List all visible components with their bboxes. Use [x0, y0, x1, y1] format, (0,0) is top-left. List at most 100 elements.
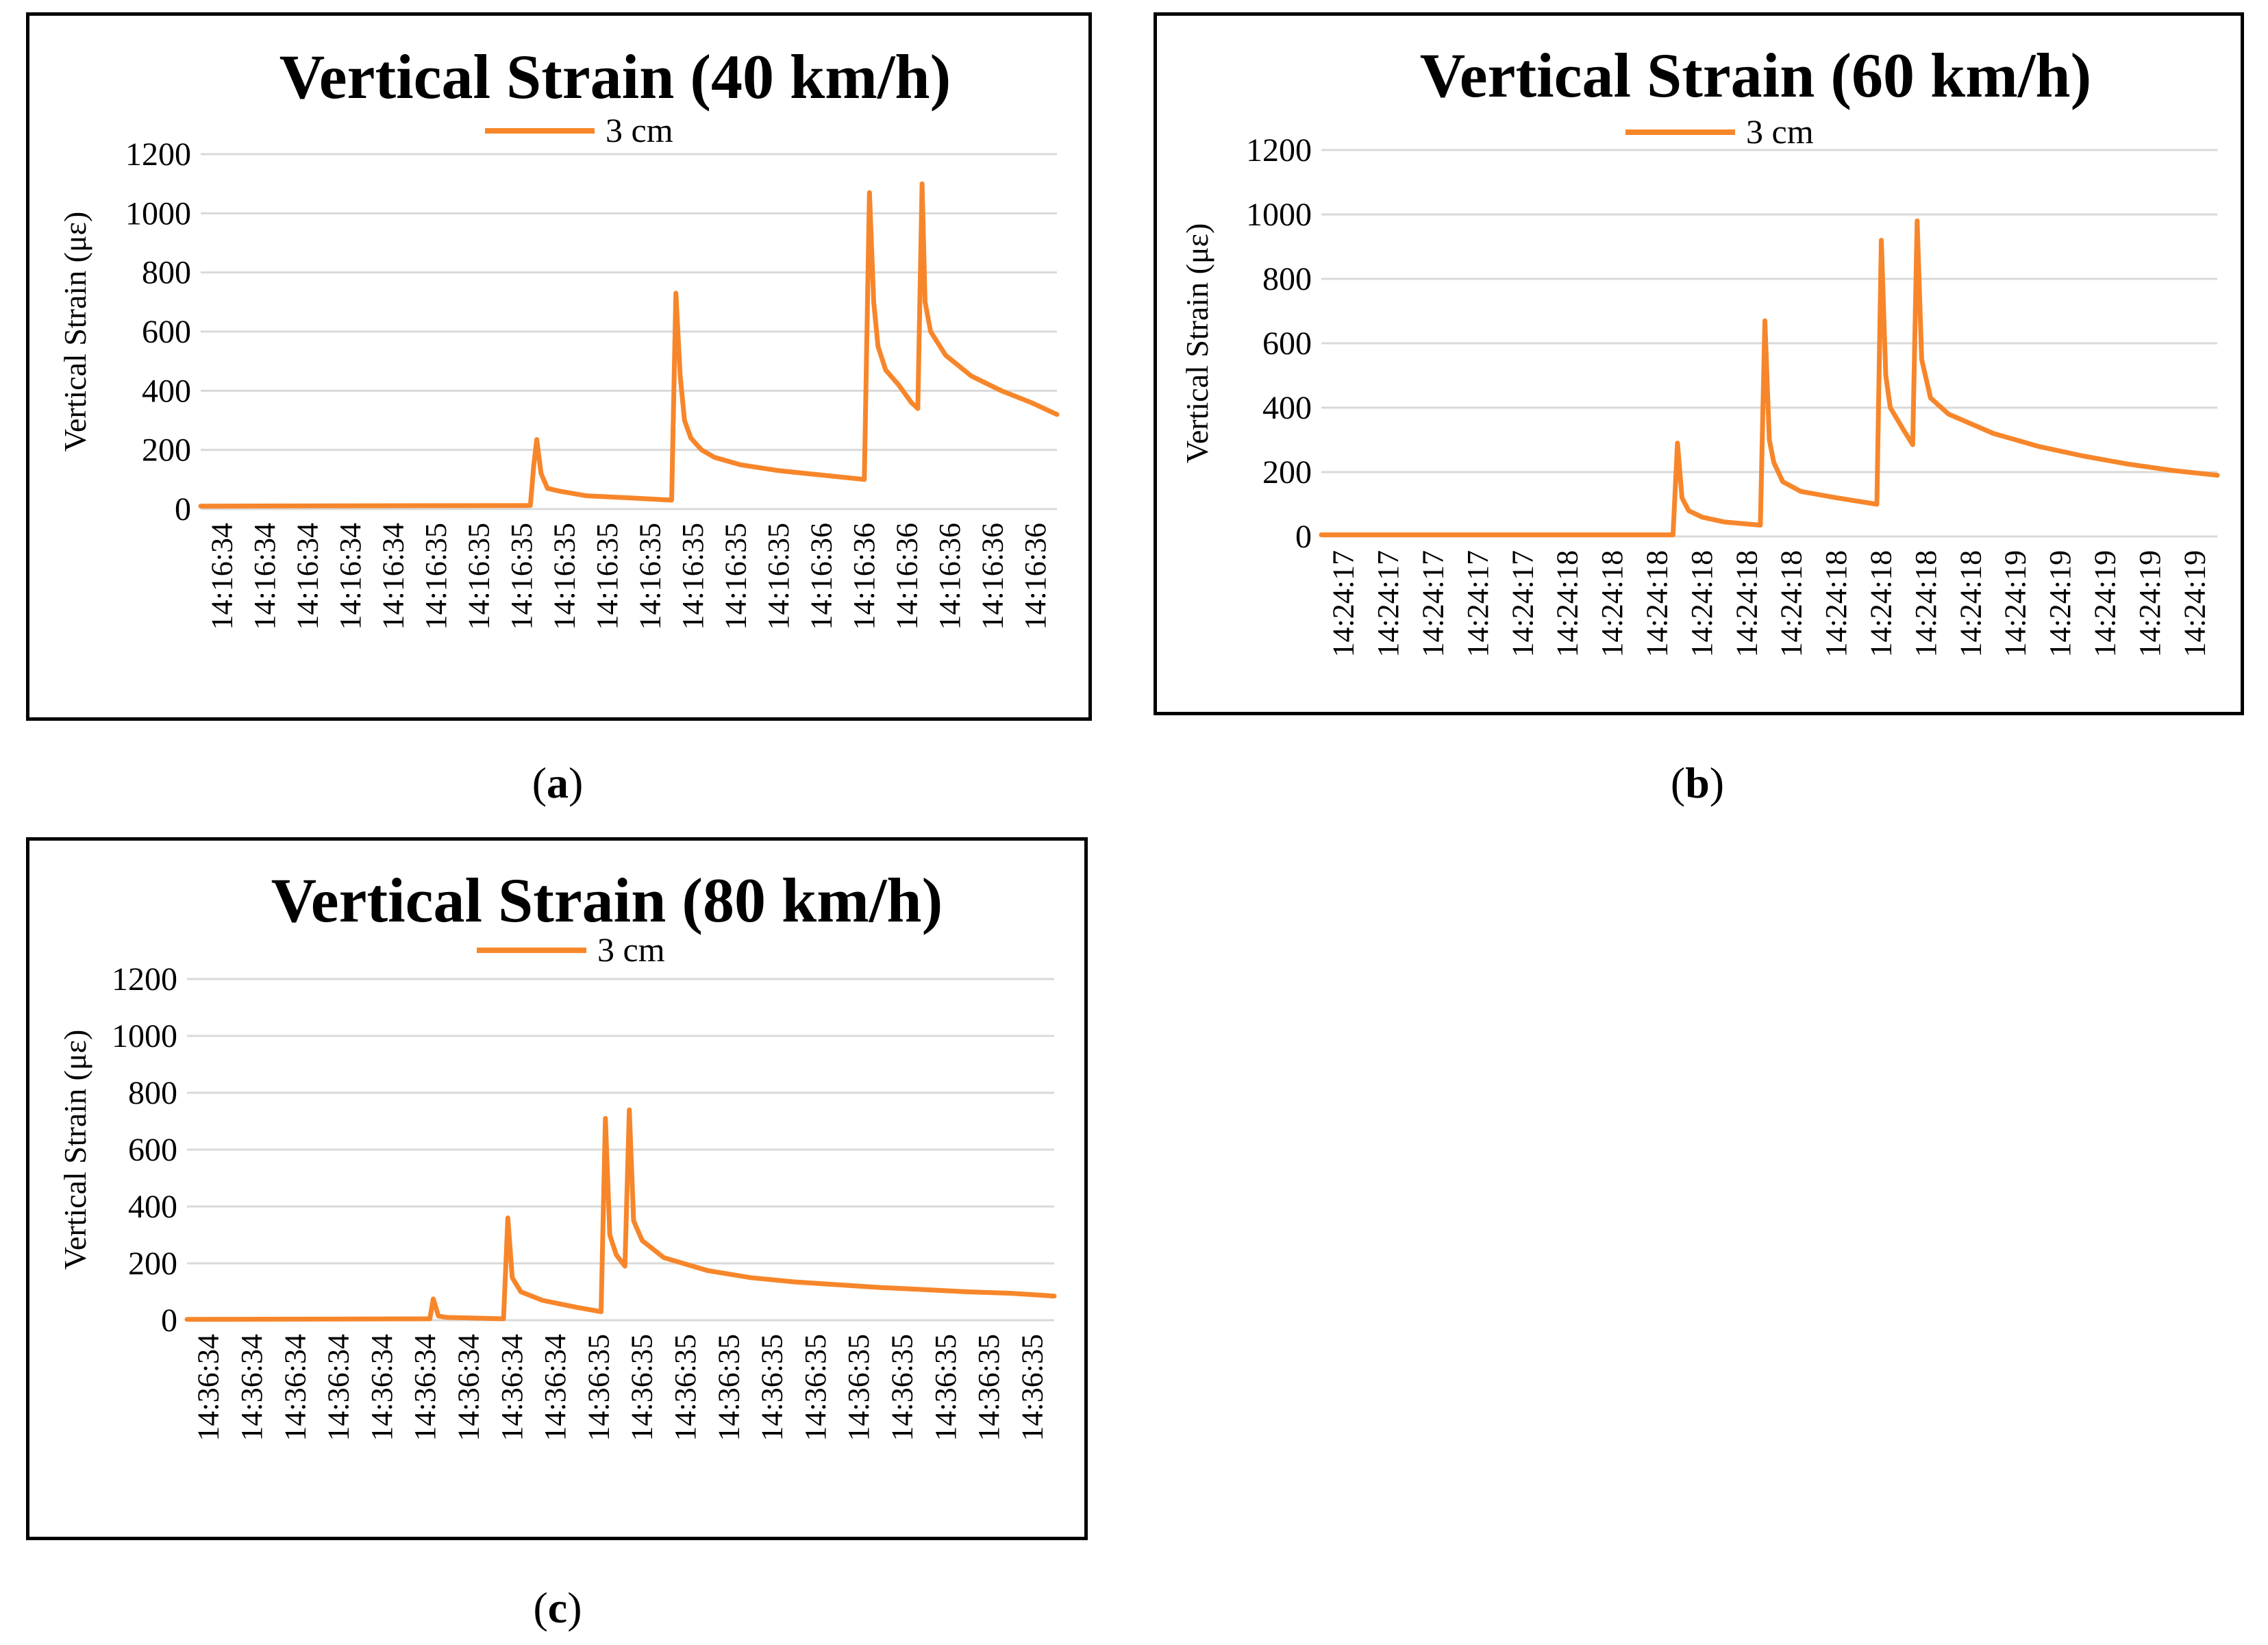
x-tick-label: 14:16:36	[890, 523, 923, 630]
legend-label: 3 cm	[597, 930, 665, 969]
y-axis-label: Vertical Strain (με)	[58, 1030, 92, 1270]
x-tick-label: 14:36:35	[756, 1334, 789, 1441]
y-tick-label: 400	[128, 1189, 177, 1225]
x-tick-label: 14:24:17	[1506, 550, 1539, 657]
chart-panel-b: Vertical Strain (60 km/h) 3 cm 0 200 400 600 8…	[1154, 12, 2244, 715]
x-tick-label: 14:16:35	[419, 523, 453, 630]
x-tick-label: 14:36:35	[929, 1334, 962, 1441]
x-tick-label: 14:36:35	[582, 1334, 615, 1441]
x-tick-label: 14:16:35	[719, 523, 752, 630]
x-tick-label: 14:24:18	[1909, 550, 1943, 657]
x-tick-label: 14:36:35	[972, 1334, 1006, 1441]
caption-c: (c)	[533, 1583, 582, 1632]
x-tick-label: 14:36:35	[669, 1334, 702, 1441]
y-tick-label: 800	[1262, 261, 1312, 297]
x-tick-label: 14:16:36	[804, 523, 838, 630]
x-tick-label: 14:36:34	[192, 1334, 225, 1441]
y-tick-label: 0	[161, 1302, 177, 1339]
y-tick-label: 200	[128, 1246, 177, 1282]
y-tick-label: 1200	[112, 961, 177, 998]
legend-label: 3 cm	[1746, 112, 1814, 151]
y-tick-label: 400	[142, 373, 191, 409]
x-tick-label: 14:36:35	[712, 1334, 745, 1441]
chart-svg: Vertical Strain (40 km/h)3 cm 0 200 400 600 8…	[58, 42, 1060, 630]
x-tick-label: 14:24:18	[1819, 550, 1853, 657]
y-tick-label: 0	[175, 491, 191, 528]
x-tick-label: 14:24:18	[1865, 550, 1898, 657]
x-tick-label: 14:36:34	[322, 1334, 356, 1441]
series-line-3-cm	[1319, 218, 2220, 538]
x-tick-label: 14:36:34	[495, 1334, 529, 1441]
y-tick-label: 800	[128, 1075, 177, 1111]
x-tick-label: 14:24:17	[1327, 550, 1360, 657]
y-tick-label: 200	[1262, 454, 1312, 491]
y-tick-label: 600	[1262, 325, 1312, 362]
x-tick-label: 14:36:34	[365, 1334, 399, 1441]
x-tick-label: 14:16:35	[676, 523, 710, 630]
x-tick-label: 14:36:35	[1015, 1334, 1049, 1441]
x-tick-label: 14:16:36	[847, 523, 881, 630]
y-tick-label: 800	[142, 255, 191, 291]
x-tick-label: 14:16:34	[376, 523, 410, 630]
x-tick-label: 14:24:19	[1999, 550, 2032, 657]
x-tick-label: 14:24:18	[1685, 550, 1719, 657]
y-tick-label: 1000	[125, 195, 191, 232]
x-tick-label: 14:36:34	[408, 1334, 442, 1441]
y-tick-label: 1000	[112, 1018, 177, 1054]
x-tick-label: 14:16:36	[1019, 523, 1052, 630]
chart-title: Vertical Strain (80 km/h)	[271, 865, 943, 935]
chart-title: Vertical Strain (40 km/h)	[279, 42, 951, 112]
y-tick-label: 600	[142, 314, 191, 350]
x-tick-label: 14:36:35	[799, 1334, 832, 1441]
x-tick-label: 14:16:35	[505, 523, 538, 630]
x-tick-label: 14:16:35	[547, 523, 581, 630]
x-tick-label: 14:24:18	[1730, 550, 1763, 657]
x-tick-label: 14:24:19	[2089, 550, 2122, 657]
x-tick-label: 14:16:34	[205, 523, 238, 630]
y-tick-label: 1200	[1246, 132, 1312, 169]
chart-panel-a: Vertical Strain (40 km/h) 3 cm 0 200 400 600 8…	[26, 12, 1092, 721]
chart-title: Vertical Strain (60 km/h)	[1420, 40, 2091, 110]
x-tick-label: 14:24:18	[1641, 550, 1674, 657]
x-tick-label: 14:24:17	[1461, 550, 1495, 657]
chart-svg: Vertical Strain (60 km/h)3 cm 0 200 400 600 8…	[1180, 40, 2220, 657]
x-tick-label: 14:24:19	[2178, 550, 2211, 657]
legend-label: 3 cm	[606, 111, 673, 149]
x-tick-label: 14:16:36	[975, 523, 1009, 630]
x-tick-label: 14:16:34	[334, 523, 367, 630]
x-tick-label: 14:36:34	[278, 1334, 312, 1441]
chart-panel-c: Vertical Strain (80 km/h) 3 cm 0 200 400 600 8…	[26, 837, 1088, 1540]
y-tick-label: 400	[1262, 390, 1312, 426]
y-axis-label: Vertical Strain (με)	[58, 212, 92, 452]
y-tick-label: 1000	[1246, 197, 1312, 233]
x-tick-label: 14:24:17	[1371, 550, 1405, 657]
x-tick-label: 14:16:35	[590, 523, 624, 630]
x-tick-label: 14:36:34	[235, 1334, 269, 1441]
y-tick-label: 1200	[125, 136, 191, 173]
x-tick-label: 14:24:19	[2133, 550, 2167, 657]
x-tick-label: 14:16:35	[462, 523, 495, 630]
x-tick-label: 14:24:18	[1775, 550, 1808, 657]
x-tick-label: 14:24:17	[1417, 550, 1450, 657]
x-tick-label: 14:36:34	[451, 1334, 485, 1441]
x-tick-label: 14:16:35	[762, 523, 795, 630]
x-tick-label: 14:36:34	[538, 1334, 572, 1441]
x-tick-label: 14:24:18	[1595, 550, 1629, 657]
caption-b: (b)	[1670, 758, 1725, 807]
x-tick-label: 14:24:18	[1954, 550, 1987, 657]
series-line-3-cm	[184, 1107, 1057, 1322]
x-tick-label: 14:16:35	[633, 523, 666, 630]
y-tick-label: 200	[142, 432, 191, 469]
x-tick-label: 14:16:36	[933, 523, 967, 630]
caption-a: (a)	[532, 758, 584, 807]
x-tick-label: 14:24:19	[2043, 550, 2077, 657]
chart-svg: Vertical Strain (80 km/h)3 cm 0 200 400 600 8…	[58, 865, 1057, 1441]
x-tick-label: 14:16:34	[290, 523, 324, 630]
x-tick-label: 14:36:35	[885, 1334, 919, 1441]
x-tick-label: 14:36:35	[842, 1334, 875, 1441]
y-tick-label: 0	[1295, 519, 1312, 555]
x-tick-label: 14:24:18	[1551, 550, 1584, 657]
series-line-3-cm	[198, 181, 1060, 509]
x-tick-label: 14:36:35	[625, 1334, 659, 1441]
y-axis-label: Vertical Strain (με)	[1180, 223, 1214, 464]
